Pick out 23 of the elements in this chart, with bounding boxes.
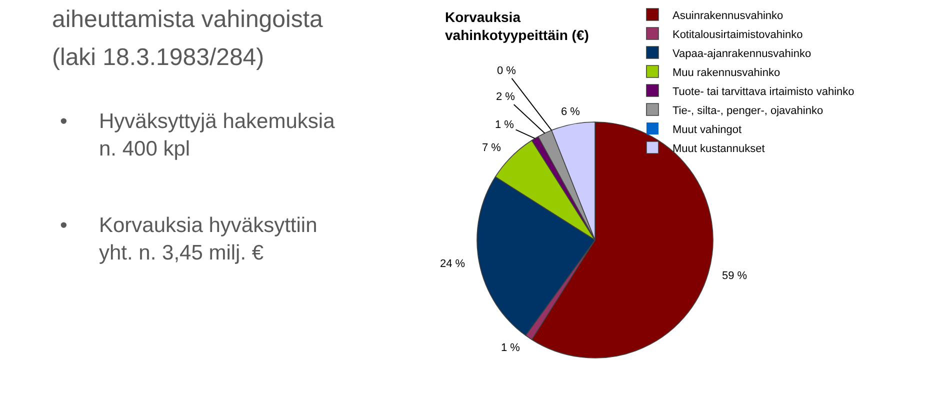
legend-label: Muut vahingot <box>672 124 742 136</box>
data-label: 2 % <box>496 91 516 103</box>
text: Hyväksyttyjä hakemuksia n. 400 kpl <box>99 110 336 160</box>
text: Korvauksia hyväksyttiin yht. n. 3,45 milj. € <box>99 214 318 264</box>
legend-label: Asuinrakennusvahinko <box>672 10 784 22</box>
legend-label: Tuote- tai tarvittava irtaimisto vahinko <box>672 86 854 98</box>
data-label: 6 % <box>561 106 580 118</box>
data-label: 7 % <box>482 142 502 154</box>
legend-label: Tie-, silta-, penger-, ojavahinko <box>672 104 824 117</box>
legend-label: Vapaa-ajanrakennusvahinko <box>672 48 812 60</box>
text: aiheuttamista vahingoista <box>52 6 324 33</box>
text: (laki 18.3.1983/284) <box>52 44 264 71</box>
text: 0 % <box>497 65 516 77</box>
text: • <box>60 110 68 133</box>
legend-label: Muut kustannukset <box>672 142 765 155</box>
data-label: 1 % <box>495 119 514 131</box>
legend-label: Kotitalousirtaimistovahinko <box>672 28 803 41</box>
legend-label: Muu rakennusvahinko <box>672 66 780 79</box>
data-label: 59 % <box>722 270 748 282</box>
data-label: 1 % <box>501 342 520 354</box>
data-label: 24 % <box>440 258 466 270</box>
text: Korvauksia vahinkotyypeittäin (€) <box>445 9 589 44</box>
text: • <box>60 214 68 237</box>
